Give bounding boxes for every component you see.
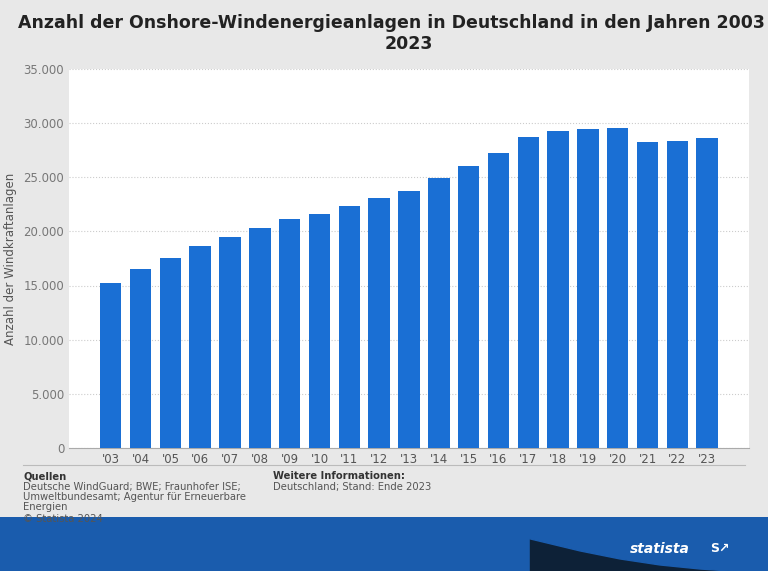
Bar [518, 137, 539, 448]
Text: S↗: S↗ [710, 542, 730, 556]
Bar [458, 166, 479, 448]
Bar [309, 214, 330, 448]
Bar [339, 206, 360, 448]
Bar [100, 283, 121, 448]
Bar [249, 228, 270, 448]
Text: Umweltbundesamt; Agentur für Erneuerbare: Umweltbundesamt; Agentur für Erneuerbare [23, 492, 246, 502]
Bar [577, 129, 598, 448]
Polygon shape [0, 517, 768, 571]
Text: Deutsche WindGuard; BWE; Fraunhofer ISE;: Deutsche WindGuard; BWE; Fraunhofer ISE; [23, 482, 241, 493]
Bar [488, 154, 509, 448]
Bar [279, 219, 300, 448]
Bar [637, 142, 658, 448]
Bar [697, 138, 718, 448]
Bar [607, 128, 628, 448]
Bar [399, 191, 419, 448]
Bar [130, 269, 151, 448]
Text: Deutschland; Stand: Ende 2023: Deutschland; Stand: Ende 2023 [273, 482, 431, 493]
Text: Energien: Energien [23, 502, 68, 512]
Text: Weitere Informationen:: Weitere Informationen: [273, 471, 405, 481]
Text: Quellen: Quellen [23, 471, 66, 481]
Bar [428, 179, 449, 448]
Y-axis label: Anzahl der Windkraftanlagen: Anzahl der Windkraftanlagen [4, 172, 17, 344]
Title: Anzahl der Onshore-Windenergieanlagen in Deutschland in den Jahren 2003 bis
2023: Anzahl der Onshore-Windenergieanlagen in… [18, 14, 768, 53]
Bar [160, 258, 181, 448]
Bar [530, 517, 768, 571]
Bar [667, 140, 688, 448]
Polygon shape [420, 517, 768, 571]
Bar [548, 131, 569, 448]
Text: statista: statista [630, 542, 690, 556]
Text: © Statista 2024: © Statista 2024 [23, 514, 103, 524]
Bar [220, 237, 241, 448]
Bar [369, 198, 390, 448]
Bar [190, 246, 211, 448]
